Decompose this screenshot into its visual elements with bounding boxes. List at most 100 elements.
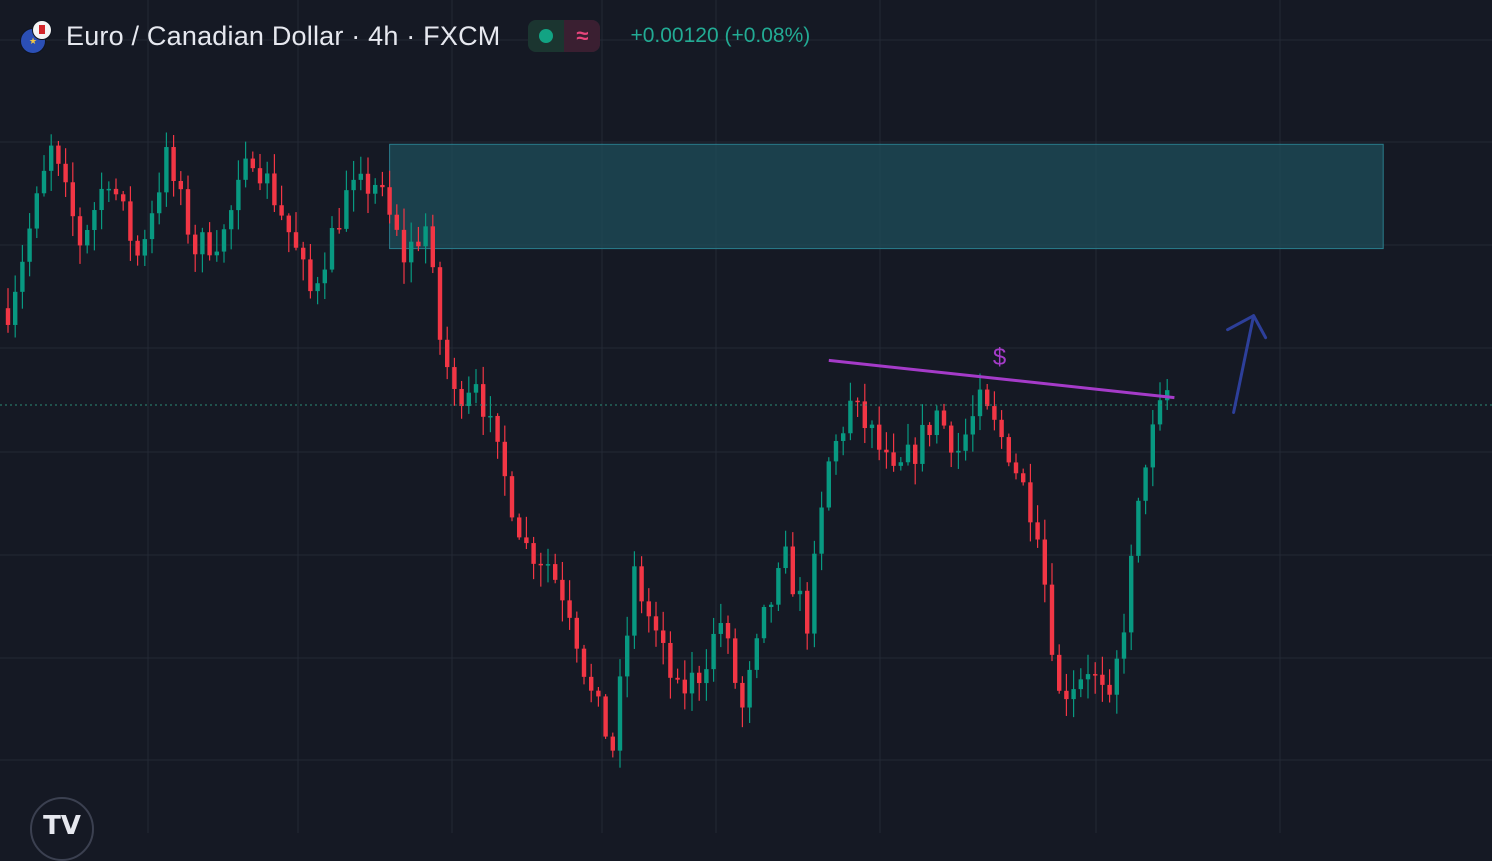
candle-body: [488, 415, 493, 418]
candle-body: [373, 184, 378, 194]
candle-body: [977, 389, 983, 417]
candle-body: [459, 388, 464, 407]
liquidity-trendline: [828, 358, 1175, 400]
candle-body: [70, 182, 75, 217]
candle-body: [668, 642, 673, 678]
candle-body: [783, 546, 788, 569]
candle-body: [99, 188, 104, 211]
candle-body: [1057, 654, 1062, 691]
candle-body: [1121, 632, 1127, 659]
candle-body: [113, 188, 119, 195]
candle-body: [1150, 424, 1155, 468]
candle-body: [797, 590, 803, 595]
candle-body: [1143, 467, 1148, 501]
candle-body: [718, 623, 723, 634]
candle-body: [423, 226, 428, 247]
candle-body: [243, 158, 248, 180]
candle-body: [603, 696, 608, 737]
candle-body: [229, 210, 234, 230]
candle-body: [697, 672, 702, 684]
candle-body: [171, 147, 176, 182]
candle-body: [905, 444, 911, 463]
market-status-pill[interactable]: ≈: [528, 20, 601, 52]
price-chart[interactable]: $: [0, 0, 1492, 833]
candle-body: [1064, 690, 1069, 700]
candle-body: [106, 188, 111, 191]
candle-body: [27, 228, 32, 262]
candle-body: [1013, 462, 1019, 474]
candle-body: [761, 606, 767, 639]
candle-body: [481, 384, 486, 417]
candle-body: [682, 679, 687, 694]
candle-body: [387, 187, 392, 215]
candle-body: [437, 267, 443, 340]
candle-body: [553, 564, 558, 580]
candle-body: [445, 339, 450, 368]
candle-body: [869, 424, 875, 429]
candle-body: [358, 173, 363, 180]
candle-body: [855, 400, 860, 403]
candle-body: [34, 193, 39, 229]
candle-body: [63, 163, 68, 183]
candle-body: [164, 147, 169, 193]
candle-body: [509, 476, 515, 518]
price-change: +0.00120 (+0.08%): [630, 24, 811, 47]
candle-body: [704, 669, 709, 684]
candle-body: [286, 215, 291, 233]
candle-body: [142, 239, 147, 256]
candle-body: [963, 434, 968, 451]
candle-body: [56, 145, 61, 164]
candle-body: [949, 425, 954, 453]
candle-body: [452, 367, 457, 389]
candle-body: [200, 232, 205, 255]
candle-body: [776, 568, 781, 605]
candle-body: [819, 507, 824, 554]
trendline-label: $: [993, 344, 1006, 371]
candle-body: [92, 210, 97, 231]
candle-body: [41, 170, 47, 194]
candle-body: [1100, 674, 1105, 685]
candle-body: [970, 416, 975, 435]
candle-body: [639, 566, 644, 602]
delayed-data-icon[interactable]: ≈: [564, 20, 601, 52]
candle-body: [812, 553, 817, 634]
symbol-flags[interactable]: ★: [18, 19, 52, 54]
candle-body: [193, 234, 198, 255]
candle-body: [344, 190, 349, 229]
candle-body: [805, 590, 810, 634]
chart-area[interactable]: $: [0, 0, 1492, 833]
candle-body: [185, 189, 191, 235]
candle-body: [517, 517, 522, 538]
candle-body: [826, 461, 831, 508]
tradingview-logo[interactable]: TV: [30, 797, 94, 861]
market-open-icon[interactable]: [528, 20, 565, 52]
candle-body: [567, 600, 572, 618]
symbol-title[interactable]: Euro / Canadian Dollar · 4h · FXCM: [66, 20, 501, 51]
candle-body: [1107, 684, 1112, 695]
candle-body: [617, 676, 623, 751]
candle-body: [733, 638, 738, 683]
candle-body: [49, 145, 54, 171]
candle-body: [913, 444, 918, 464]
candle-body: [524, 537, 529, 544]
candle-body: [214, 251, 219, 256]
candle-body: [999, 419, 1004, 438]
candle-body: [985, 389, 990, 407]
candle-body: [1035, 522, 1040, 540]
chart-header: ★ Euro / Canadian Dollar · 4h · FXCM ≈ +…: [18, 14, 810, 58]
candle-body: [538, 563, 543, 566]
candle-body: [898, 462, 903, 466]
candle-body: [1165, 390, 1170, 401]
candle-body: [581, 648, 587, 677]
candle-body: [394, 214, 399, 230]
candle-body: [121, 194, 126, 202]
candle-body: [574, 617, 579, 649]
candle-body: [337, 228, 342, 230]
candle-body: [77, 216, 83, 246]
candle-body: [747, 669, 752, 708]
candle-body: [149, 213, 155, 240]
candle-body: [941, 410, 947, 426]
candle-body: [473, 384, 479, 393]
candle-body: [833, 440, 839, 462]
candle-body: [725, 623, 731, 639]
